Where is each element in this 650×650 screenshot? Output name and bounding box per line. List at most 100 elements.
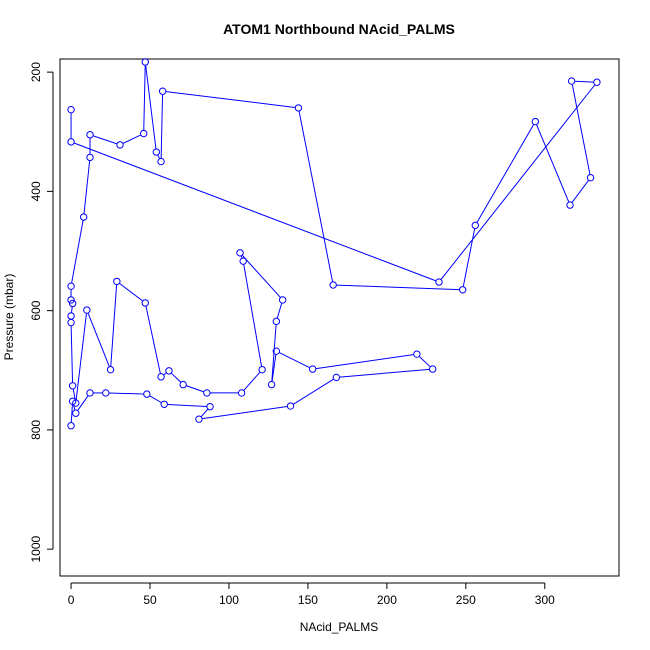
data-point: [458, 286, 467, 294]
y-tick-label: 800: [29, 420, 43, 440]
series-segment: [293, 378, 334, 405]
series-segment: [419, 356, 431, 368]
series-segment: [571, 84, 591, 175]
data-point: [435, 278, 443, 286]
x-axis: 0 50 100 150 200 250 300: [68, 582, 555, 607]
data-point: [141, 299, 149, 307]
series-points: [67, 58, 601, 430]
series-segment: [70, 326, 74, 383]
y-tick-label: 400: [29, 181, 43, 201]
series-segment: [87, 313, 110, 367]
data-point: [272, 317, 281, 326]
data-point: [195, 415, 203, 423]
data-point: [236, 249, 244, 257]
series-segment: [440, 84, 596, 280]
data-point: [72, 409, 80, 417]
series-segment: [336, 284, 460, 291]
data-point: [567, 77, 576, 85]
data-point: [141, 58, 149, 66]
data-point: [67, 296, 75, 304]
series-segment: [145, 306, 161, 374]
plot-frame: [59, 58, 620, 577]
series-segment: [171, 372, 181, 383]
data-point: [237, 389, 246, 397]
data-point: [272, 347, 281, 355]
data-point: [471, 221, 480, 230]
y-tick-label: 200: [29, 62, 43, 82]
series-segment: [93, 135, 117, 145]
data-point: [413, 350, 421, 358]
data-point: [531, 117, 540, 126]
series-segment: [70, 404, 73, 423]
data-point: [566, 201, 574, 209]
series-segment: [71, 220, 84, 283]
data-point: [206, 402, 214, 411]
data-point: [116, 141, 124, 149]
data-point: [67, 105, 75, 114]
data-point: [68, 299, 77, 308]
data-point: [67, 282, 75, 290]
data-point: [428, 365, 437, 373]
series-segment: [77, 395, 89, 411]
data-point: [239, 257, 247, 265]
series-segment: [166, 91, 296, 108]
x-tick-label: 250: [456, 593, 476, 607]
data-point: [72, 399, 80, 407]
data-point: [143, 390, 151, 398]
series-segment: [83, 160, 91, 214]
series-segment: [462, 228, 476, 287]
series-segment: [167, 403, 207, 407]
x-axis-label: NAcid_PALMS: [300, 620, 378, 634]
series-segment: [160, 94, 164, 159]
series-segment: [571, 180, 589, 203]
data-point: [139, 129, 148, 138]
series-segment: [243, 264, 263, 367]
y-tick-label: 600: [29, 300, 43, 320]
data-point: [294, 104, 303, 112]
series-segment: [271, 354, 277, 382]
chart-title: ATOM1 Northbound NAcid_PALMS: [223, 21, 455, 37]
series-segment: [70, 306, 73, 313]
series-segment: [72, 389, 76, 400]
data-point: [67, 312, 75, 320]
series-segment: [339, 368, 430, 378]
data-point: [308, 365, 317, 373]
series-segment: [279, 352, 310, 368]
data-point: [329, 281, 337, 289]
series-segment: [110, 284, 118, 367]
data-point: [86, 131, 94, 139]
series-segment: [143, 65, 146, 131]
series-lines: [70, 65, 596, 423]
series-segment: [145, 65, 157, 149]
data-point: [86, 389, 94, 397]
series-segment: [243, 371, 261, 391]
series-segment: [240, 255, 243, 259]
data-point: [79, 213, 88, 221]
series-segment: [202, 406, 288, 420]
series-segment: [163, 372, 167, 376]
series-segment: [119, 283, 143, 302]
data-point: [286, 402, 295, 410]
series-segment: [122, 134, 141, 144]
data-point: [179, 380, 187, 389]
data-point: [593, 78, 601, 86]
y-tick-label: 1000: [29, 535, 43, 562]
series-segment: [75, 313, 87, 400]
data-point: [586, 173, 595, 182]
data-point: [160, 400, 168, 408]
series-segment: [241, 255, 281, 298]
data-point: [113, 277, 121, 286]
data-point: [157, 157, 165, 166]
series-segment: [149, 395, 162, 403]
x-tick-label: 50: [143, 593, 157, 607]
series-segment: [476, 124, 534, 223]
data-point: [68, 382, 77, 390]
data-point: [67, 318, 75, 327]
series-segment: [157, 154, 160, 159]
x-tick-label: 200: [377, 593, 397, 607]
data-point: [102, 389, 110, 397]
x-tick-label: 100: [219, 593, 239, 607]
x-tick-label: 0: [68, 593, 75, 607]
series-segment: [200, 408, 209, 417]
series-segment: [316, 354, 414, 370]
